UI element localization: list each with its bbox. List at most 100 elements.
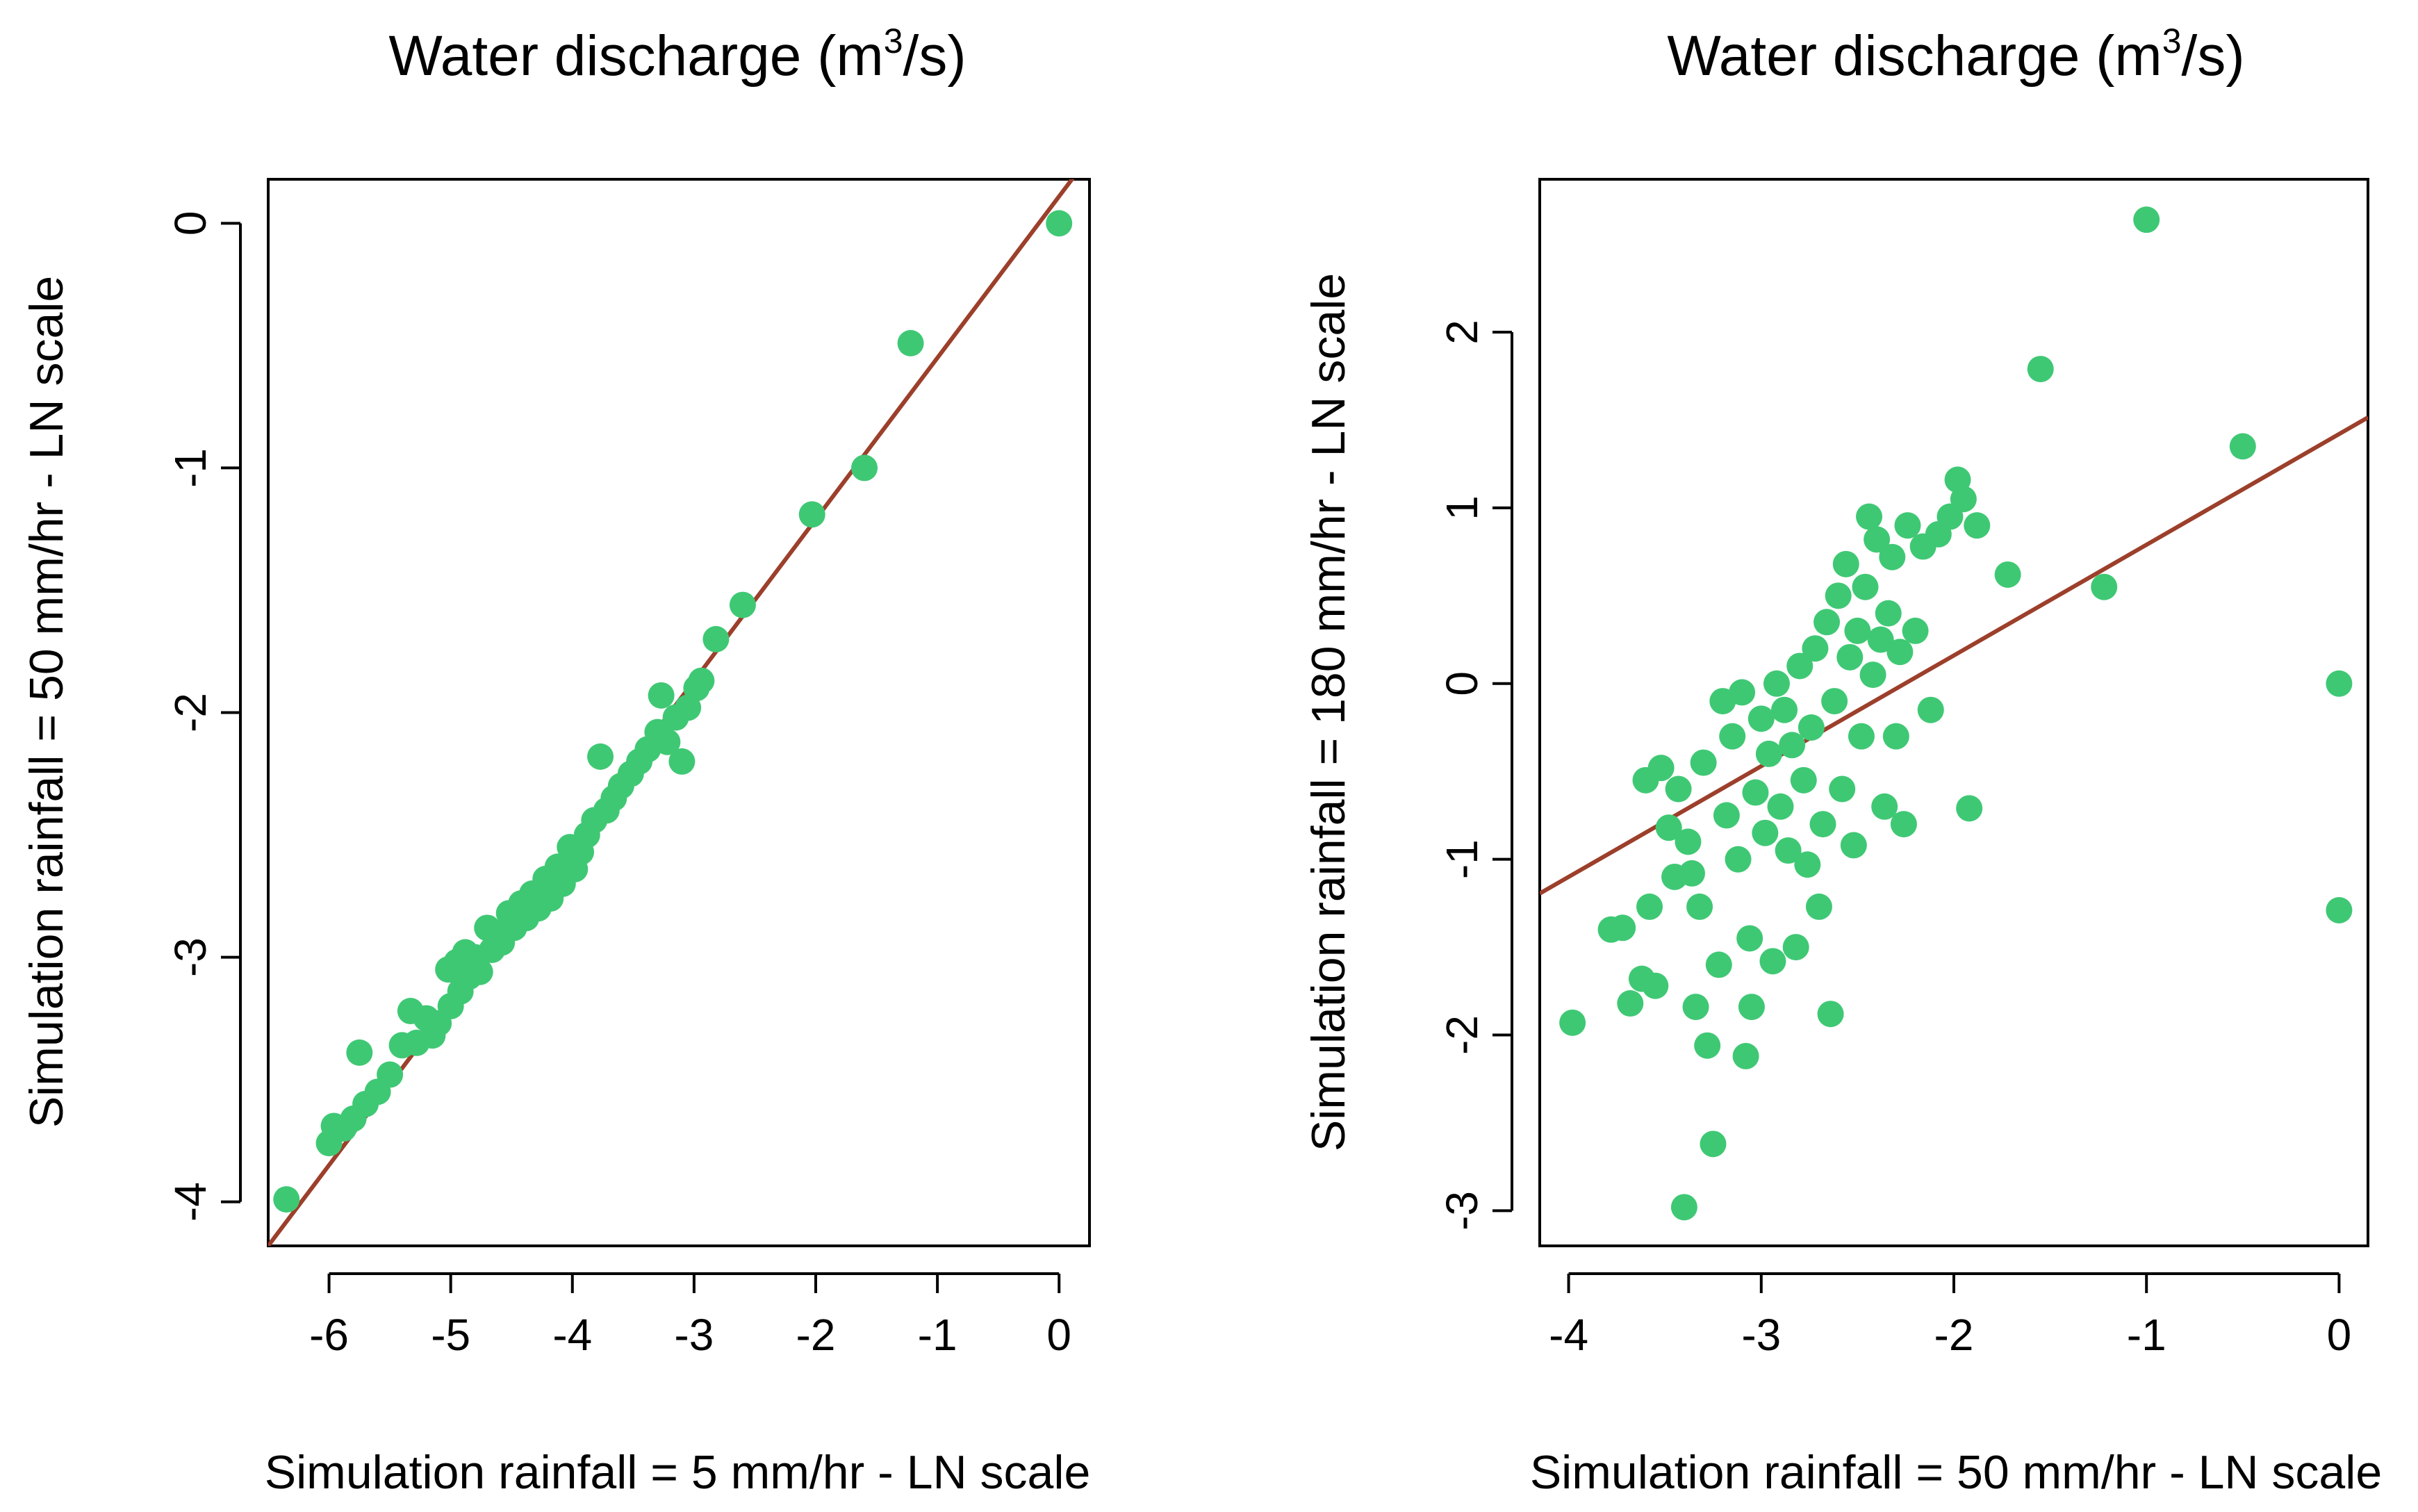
panel-2-data-point	[1917, 696, 1944, 723]
panel-2-x-tick-label: -2	[1934, 1310, 1974, 1360]
panel-1-y-tick-label: 0	[165, 211, 215, 236]
panel-1-x-tick-label: -1	[918, 1310, 957, 1360]
panel-2-data-point	[1848, 723, 1875, 750]
panel-2-data-point	[1871, 793, 1898, 820]
panel-2-data-point	[1759, 948, 1786, 975]
panel-1-data-point	[798, 501, 825, 528]
panel-2-data-point	[1713, 802, 1740, 829]
panel-1-x-tick-label: -4	[552, 1310, 592, 1360]
panel-1-data-point	[897, 329, 924, 356]
panel-2-data-point	[1775, 837, 1802, 864]
panel-2-data-point	[2326, 670, 2353, 697]
panel-1-y-tick-label: -2	[165, 693, 215, 732]
panel-1-title: Water discharge (m3/s)	[388, 22, 966, 88]
panel-2-x-tick-label: -3	[1741, 1310, 1781, 1360]
panel-2-data-point	[1779, 732, 1806, 759]
panel-2-data-point	[1647, 755, 1675, 782]
panel-2-data-point	[1729, 679, 1756, 706]
panel-2-data-point	[1844, 617, 1871, 644]
panel-2-data-point	[1755, 740, 1782, 767]
panel-2-data-point	[1856, 503, 1883, 530]
panel-2-data-point	[1771, 696, 1798, 723]
panel-2-data-point	[1705, 951, 1732, 978]
panel-2-y-tick-label: 2	[1437, 320, 1487, 345]
panel-1-data-point	[346, 1039, 373, 1066]
panel-2-fit-line	[1540, 416, 2368, 896]
panel-1-data-point	[466, 958, 493, 985]
panel-2-data-point	[1782, 934, 1809, 961]
panel-1-y-tick-label: -1	[165, 448, 215, 488]
panel-2-y-axis-label: Simulation rainfall = 180 mm/hr - LN sca…	[1302, 273, 1355, 1151]
panel-2-data-point	[1686, 893, 1713, 920]
panel-2-data-point	[1642, 972, 1669, 999]
panel-2-y-tick-label: 0	[1437, 671, 1487, 696]
panel-2-data-point	[1840, 832, 1867, 859]
panel-2-data-point	[1798, 714, 1825, 741]
panel-2-y-tick-label: -3	[1437, 1191, 1487, 1231]
panel-2-data-point	[1752, 819, 1779, 846]
panel-2-data-point	[2326, 896, 2353, 923]
panel-1-x-tick-label: -3	[674, 1310, 714, 1360]
panel-2-data-point	[1678, 860, 1705, 887]
panel-2-data-point	[1763, 670, 1790, 697]
panel-2-data-point	[1790, 766, 1817, 794]
panel-1-y-axis-label: Simulation rainfall = 50 mm/hr - LN scal…	[20, 276, 73, 1128]
panel-1-data-point	[851, 454, 878, 482]
panel-2-data-point	[1817, 1001, 1844, 1028]
panel-1-x-tick-label: -5	[431, 1310, 470, 1360]
panel-2-data-point	[1700, 1131, 1727, 1158]
panel-1-x-tick-label: 0	[1046, 1310, 1071, 1360]
panel-2-data-point	[2027, 356, 2054, 383]
panel-2-plot-frame	[1538, 178, 2369, 1247]
panel-2-data-point	[1994, 561, 2021, 588]
panel-1-y-tick-label: -3	[165, 937, 215, 977]
panel-2-x-tick-label: -1	[2127, 1310, 2166, 1360]
panel-2-data-point	[1890, 811, 1917, 838]
panel-2-y-tick-label: 1	[1437, 495, 1487, 520]
panel-2-data-point	[1836, 643, 1864, 671]
panel-2-data-point	[1747, 705, 1775, 732]
panel-2-fit-line-group	[1540, 416, 2368, 896]
panel-2-y-tick-label: -1	[1437, 839, 1487, 879]
panel-2: Water discharge (m3/s) -4 -3 -2 -1 0 -3 -2 -1 0 1…	[1302, 22, 2382, 1499]
panel-2-data-point	[1794, 851, 1821, 878]
panel-2-data-point	[1821, 688, 1848, 715]
panel-2-data-point	[1670, 1194, 1697, 1221]
panel-1-x-tick-label: -2	[796, 1310, 836, 1360]
panel-1-data-point	[702, 625, 730, 652]
panel-2-data-point	[1738, 994, 1765, 1021]
panel-2-data-point	[1825, 582, 1852, 609]
panel-1-data-point	[1046, 210, 1073, 237]
panel-1-ticks: -6 -5 -4 -3 -2 -1 0 -4 -3 -2 -1 0	[165, 211, 1071, 1360]
panel-1-data-point	[273, 1186, 300, 1213]
panel-2-data-point	[1829, 775, 1856, 803]
panel-2-data-point	[1859, 662, 1886, 689]
panel-2-ticks: -4 -3 -2 -1 0 -3 -2 -1 0 1 2	[1437, 320, 2351, 1360]
panel-2-data-point	[1655, 814, 1682, 841]
panel-1-x-axis-label: Simulation rainfall = 5 mm/hr - LN scale	[265, 1446, 1091, 1499]
panel-2-data-point	[1690, 749, 1717, 776]
panel-2-x-tick-label: 0	[2327, 1310, 2352, 1360]
panel-2-data-point	[1736, 925, 1763, 952]
panel-2-data-point	[1894, 512, 1921, 539]
panel-1-data-point	[668, 748, 696, 775]
panel-2-data-point	[1964, 512, 1991, 539]
panel-2-data-point	[1609, 914, 1636, 942]
panel-1-data-point	[688, 667, 715, 694]
panel-2-data-point	[1665, 775, 1692, 803]
panel-2-data-point	[1682, 994, 1709, 1021]
panel-2-data-point	[1956, 795, 1983, 822]
panel-1-data-point	[648, 682, 675, 709]
panel-2-data-point	[1814, 609, 1841, 636]
panel-2-data-point	[1725, 846, 1752, 873]
panel-2-data-point	[1864, 526, 1891, 553]
panel-2-data-point	[1867, 626, 1894, 653]
panel-1-x-tick-label: -6	[309, 1310, 349, 1360]
panel-1: Water discharge (m3/s) -6 -5 -4 -3 -2 -1 0 -4 -3…	[20, 22, 1091, 1499]
panel-2-data-point	[2229, 433, 2256, 460]
panel-2-x-axis-label: Simulation rainfall = 50 mm/hr - LN scal…	[1530, 1446, 2382, 1499]
panel-2-data-point	[1786, 652, 1814, 680]
panel-1-plot-frame	[267, 178, 1091, 1247]
panel-1-data-point	[587, 743, 614, 770]
panel-2-title: Water discharge (m3/s)	[1667, 22, 2244, 88]
